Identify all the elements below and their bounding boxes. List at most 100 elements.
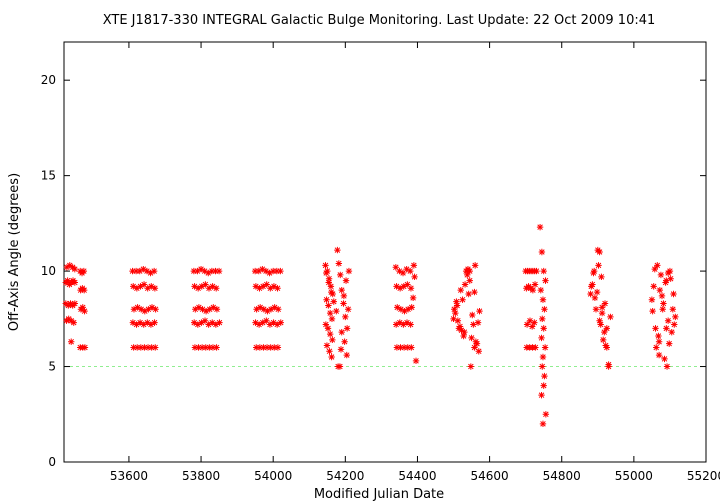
data-point [461,328,468,336]
data-point [592,306,600,313]
data-point [601,328,608,336]
data-point [130,283,137,290]
data-point [649,307,656,315]
data-point [407,321,414,328]
data-point [602,342,609,349]
x-tick-label: 54200 [326,469,364,483]
data-point [213,285,220,292]
data-point [652,325,659,332]
data-point [476,307,483,315]
data-point [206,344,213,351]
data-point [192,306,199,313]
data-point [533,267,540,275]
data-point [651,265,658,273]
data-point [80,267,88,275]
data-point [475,348,482,355]
data-point [452,309,459,317]
data-point [129,267,136,275]
data-point [197,265,205,273]
data-point [471,344,478,351]
data-point [472,338,480,345]
data-point [267,306,275,313]
data-point [201,267,208,275]
data-point [531,281,539,288]
data-point [263,317,270,324]
data-point [393,344,401,351]
y-tick-label: 10 [41,264,56,278]
data-point [457,286,464,294]
data-point [70,319,77,326]
data-point [145,306,152,313]
axis-tick-labels: 53600 53800 54000 54200 54400 54600 54800 55000… [41,73,720,483]
data-point [539,296,547,303]
data-point [345,267,353,275]
data-point [664,269,672,277]
data-point [411,273,418,281]
data-point [654,262,661,269]
data-point [340,300,347,307]
data-point [528,323,536,330]
data-point [329,336,336,344]
data-point [130,306,138,313]
data-point [141,307,148,315]
data-point [341,338,348,345]
data-point [467,363,475,370]
data-point [324,267,331,275]
data-point [333,307,340,315]
data-point [81,344,89,351]
data-point [322,321,330,328]
data-point [277,267,284,275]
data-point [209,283,216,290]
data-point [456,323,464,330]
x-tick-label: 54400 [398,469,436,483]
data-point [408,304,415,311]
data-point [251,267,259,275]
data-point [324,325,332,332]
x-tick-label: 53600 [110,469,148,483]
data-point [253,306,260,313]
data-point [210,304,217,311]
data-point [256,285,263,292]
data-point [140,321,147,328]
data-point [256,344,264,351]
data-point [212,267,219,275]
data-point [404,344,411,351]
data-point [461,281,469,288]
data-point [147,321,155,328]
data-point [140,281,148,288]
data-point [542,277,549,284]
data-point [337,271,344,279]
data-point [531,319,538,326]
data-point [590,269,597,277]
data-point [601,300,609,307]
data-point [259,283,267,290]
data-point [144,319,151,326]
data-point [144,344,152,351]
data-point [201,317,209,324]
data-point [270,283,278,290]
data-point [194,321,202,328]
data-point [194,267,201,275]
data-point [269,267,277,275]
data-point [263,344,271,351]
data-point [650,283,657,290]
data-point [326,309,334,317]
data-point [208,267,216,275]
x-tick-label: 54000 [254,469,292,483]
x-tick-label: 54800 [543,469,581,483]
data-points [62,223,679,428]
data-point [538,248,546,256]
data-point [453,302,461,309]
data-point [199,306,206,313]
data-point [453,298,460,305]
data-point [328,315,336,323]
data-point [71,265,79,273]
data-point [152,306,159,313]
data-point [663,363,671,370]
data-point [470,321,477,328]
data-point [464,271,471,279]
data-point [80,286,88,294]
data-point [466,267,473,275]
data-point [658,292,666,300]
